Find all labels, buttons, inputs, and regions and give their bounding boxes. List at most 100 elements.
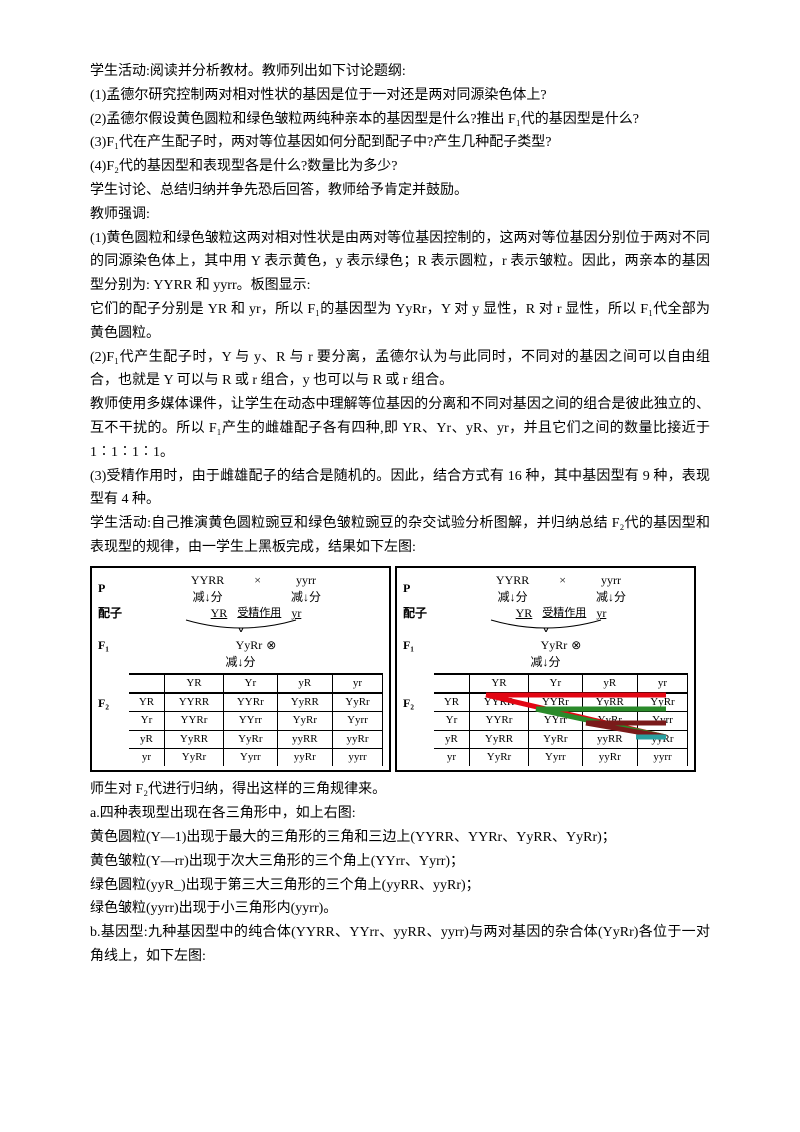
intro-line: 学生活动:阅读并分析教材。教师列出如下讨论题纲: xyxy=(90,60,710,84)
label-f1: F₁ xyxy=(403,637,428,654)
analysis-1: 师生对 F₂代进行归纳，得出这样的三角规律来。 xyxy=(90,778,710,802)
punnett-cell: YyRR xyxy=(277,693,332,712)
punnett-cell: yyRr xyxy=(638,730,688,748)
punnett-table-left: YRYryRyr YRYYRRYYRrYyRRYyRrYrYYRrYYrrYyR… xyxy=(129,673,383,767)
label-f2: F₂ xyxy=(98,671,123,712)
label-gamete: 配子 xyxy=(403,605,428,622)
meiosis-arrow: 减↓分 xyxy=(498,590,528,604)
punnett-row-header: yr xyxy=(434,749,470,767)
punnett-row-header: yR xyxy=(434,730,470,748)
punnett-header: YR xyxy=(469,674,528,693)
punnett-cell: YyRr xyxy=(638,693,688,712)
punnett-cell: YYRR xyxy=(164,693,223,712)
question-2: (2)孟德尔假设黄色圆粒和绿色皱粒两纯种亲本的基因型是什么?推出 F₁代的基因型… xyxy=(90,108,710,132)
punnett-row-header: YR xyxy=(129,693,165,712)
label-f2: F₂ xyxy=(403,671,428,712)
punnett-cell: yyRr xyxy=(582,749,637,767)
f1-genotype: YyRr xyxy=(541,637,568,654)
emphasis-2: (2)F₁代产生配子时，Y 与 y、R 与 r 要分离，孟德尔认为与此同时，不同… xyxy=(90,346,710,394)
self-symbol: ⊗ xyxy=(571,637,581,654)
curve-icon xyxy=(181,618,301,632)
punnett-row-header: yr xyxy=(129,749,165,767)
punnett-cell: YyRr xyxy=(582,712,637,730)
punnett-cell: yyrr xyxy=(333,749,383,767)
punnett-header xyxy=(129,674,165,693)
analysis-5: 绿色圆粒(yyR_)出现于第三大三角形的三个角上(yyRR、yyRr)； xyxy=(90,874,710,898)
punnett-cell: Yyrr xyxy=(529,749,583,767)
parent-yyrr: YYRR xyxy=(496,573,529,587)
question-3: (3)F₁代在产生配子时，两对等位基因如何分配到配子中?产生几种配子类型? xyxy=(90,131,710,155)
diagram-row: P YYRR 减↓分 × yyrr 减↓分 配子 YR xyxy=(90,566,710,773)
punnett-cell: YYRr xyxy=(469,712,528,730)
punnett-cell: YyRr xyxy=(164,749,223,767)
curve-icon xyxy=(486,618,606,632)
emphasis-3: 教师使用多媒体课件，让学生在动态中理解等位基因的分离和不同对基因之间的组合是彼此… xyxy=(90,393,710,464)
punnett-cell: YYRr xyxy=(224,693,278,712)
punnett-header xyxy=(434,674,470,693)
analysis-7: b.基因型:九种基因型中的纯合体(YYRR、YYrr、yyRR、yyrr)与两对… xyxy=(90,921,710,969)
parent-yyrr2: yyrr xyxy=(601,573,621,587)
punnett-cell: YyRR xyxy=(164,730,223,748)
parent-yyrr-left: YYRR xyxy=(191,573,224,587)
punnett-cell: YYRR xyxy=(469,693,528,712)
question-1: (1)孟德尔研究控制两对相对性状的基因是位于一对还是两对同源染色体上? xyxy=(90,84,710,108)
punnett-row-header: yR xyxy=(129,730,165,748)
punnett-cell: YyRr xyxy=(469,749,528,767)
meiosis-arrow: 减↓分 xyxy=(530,655,560,669)
punnett-header: Yr xyxy=(224,674,278,693)
punnett-cell: Yyrr xyxy=(224,749,278,767)
punnett-header: yR xyxy=(582,674,637,693)
punnett-cell: YyRR xyxy=(582,693,637,712)
punnett-header: yr xyxy=(638,674,688,693)
punnett-row-header: Yr xyxy=(129,712,165,730)
emphasis-1b: 它们的配子分别是 YR 和 yr，所以 F₁的基因型为 YyRr，Y 对 y 显… xyxy=(90,298,710,346)
meiosis-arrow: 减↓分 xyxy=(291,590,321,604)
punnett-cell: Yyrr xyxy=(333,712,383,730)
document-page: 学生活动:阅读并分析教材。教师列出如下讨论题纲: (1)孟德尔研究控制两对相对性… xyxy=(0,0,800,1009)
analysis-3: 黄色圆粒(Y—1)出现于最大的三角形的三角和三边上(YYRR、YYRr、YyRR… xyxy=(90,826,710,850)
parent-yyrr-right: yyrr xyxy=(296,573,316,587)
label-gamete: 配子 xyxy=(98,605,123,622)
punnett-cell: YYRr xyxy=(164,712,223,730)
punnett-header: YR xyxy=(164,674,223,693)
emphasis-4: (3)受精作用时，由于雌雄配子的结合是随机的。因此，结合方式有 16 种，其中基… xyxy=(90,465,710,513)
student-discuss: 学生讨论、总结归纳并争先恐后回答，教师给予肯定并鼓励。 xyxy=(90,179,710,203)
punnett-cell: yyrr xyxy=(638,749,688,767)
cross-symbol: × xyxy=(254,572,261,606)
punnett-table-right: YRYryRyr YRYYRRYYRrYyRRYyRrYrYYRrYYrrYyR… xyxy=(434,673,688,767)
analysis-2: a.四种表现型出现在各三角形中，如上右图: xyxy=(90,802,710,826)
self-symbol: ⊗ xyxy=(266,637,276,654)
cross-symbol: × xyxy=(559,572,566,606)
right-diagram: P YYRR 减↓分 × yyrr 减↓分 配子 YR 受 xyxy=(395,566,696,773)
punnett-cell: yyRR xyxy=(277,730,332,748)
punnett-row-header: YR xyxy=(434,693,470,712)
left-diagram: P YYRR 减↓分 × yyrr 减↓分 配子 YR xyxy=(90,566,391,773)
meiosis-arrow: 减↓分 xyxy=(596,590,626,604)
punnett-cell: YyRr xyxy=(529,730,583,748)
punnett-cell: YYRr xyxy=(529,693,583,712)
punnett-cell: yyRr xyxy=(333,730,383,748)
punnett-cell: YyRr xyxy=(277,712,332,730)
emphasis-1a: (1)黄色圆粒和绿色皱粒这两对相对性状是由两对等位基因控制的，这两对等位基因分别… xyxy=(90,227,710,298)
label-f1: F₁ xyxy=(98,637,123,654)
emphasis-5: 学生活动:自己推演黄色圆粒豌豆和绿色皱粒豌豆的杂交试验分析图解，并归纳总结 F₂… xyxy=(90,512,710,560)
punnett-header: yR xyxy=(277,674,332,693)
teacher-emphasis: 教师强调: xyxy=(90,203,710,227)
label-p: P xyxy=(403,580,428,597)
punnett-header: Yr xyxy=(529,674,583,693)
punnett-cell: YyRr xyxy=(333,693,383,712)
punnett-cell: YyRR xyxy=(469,730,528,748)
punnett-cell: Yyrr xyxy=(638,712,688,730)
analysis-6: 绿色皱粒(yyrr)出现于小三角形内(yyrr)。 xyxy=(90,897,710,921)
punnett-cell: YYrr xyxy=(224,712,278,730)
punnett-header: yr xyxy=(333,674,383,693)
punnett-cell: YYrr xyxy=(529,712,583,730)
meiosis-arrow: 减↓分 xyxy=(193,590,223,604)
punnett-cell: yyRr xyxy=(277,749,332,767)
punnett-cell: YyRr xyxy=(224,730,278,748)
f1-genotype: YyRr xyxy=(236,637,263,654)
punnett-cell: yyRR xyxy=(582,730,637,748)
label-p: P xyxy=(98,580,123,597)
question-4: (4)F₂代的基因型和表现型各是什么?数量比为多少? xyxy=(90,155,710,179)
analysis-4: 黄色皱粒(Y—rr)出现于次大三角形的三个角上(YYrr、Yyrr)； xyxy=(90,850,710,874)
